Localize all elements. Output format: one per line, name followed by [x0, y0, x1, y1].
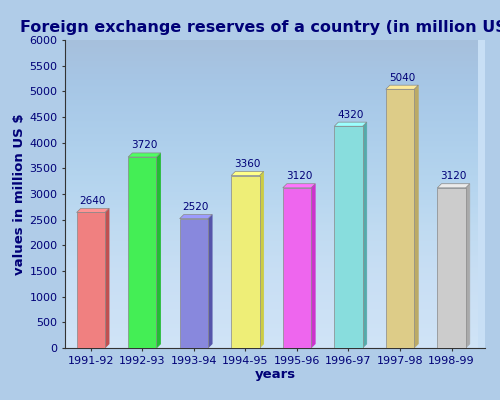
Bar	[334, 126, 362, 348]
Text: 4320: 4320	[338, 110, 363, 120]
X-axis label: years: years	[254, 368, 296, 382]
Text: 2640: 2640	[80, 196, 106, 206]
Polygon shape	[156, 153, 160, 348]
Polygon shape	[260, 172, 264, 348]
Text: 5040: 5040	[389, 73, 415, 83]
Polygon shape	[231, 172, 264, 176]
Bar	[76, 212, 105, 348]
Text: 3120: 3120	[440, 171, 467, 181]
Polygon shape	[128, 153, 160, 157]
Polygon shape	[362, 122, 366, 348]
Bar	[180, 219, 208, 348]
Polygon shape	[282, 184, 315, 188]
Bar	[282, 188, 311, 348]
Polygon shape	[311, 184, 315, 348]
Bar	[438, 188, 466, 348]
Polygon shape	[208, 214, 212, 348]
Polygon shape	[466, 184, 470, 348]
Polygon shape	[414, 85, 418, 348]
Polygon shape	[438, 184, 470, 188]
Bar	[386, 89, 414, 348]
Polygon shape	[105, 208, 109, 348]
Bar	[128, 157, 156, 348]
Bar	[231, 176, 260, 348]
Polygon shape	[180, 214, 212, 219]
Polygon shape	[386, 85, 418, 89]
Y-axis label: values in million US $: values in million US $	[14, 113, 26, 275]
Title: Foreign exchange reserves of a country (in million US $): Foreign exchange reserves of a country (…	[20, 20, 500, 35]
Text: 3360: 3360	[234, 159, 260, 169]
Polygon shape	[334, 122, 366, 126]
Polygon shape	[76, 208, 109, 212]
Text: 3720: 3720	[131, 140, 158, 150]
Text: 2520: 2520	[182, 202, 209, 212]
Text: 3120: 3120	[286, 171, 312, 181]
